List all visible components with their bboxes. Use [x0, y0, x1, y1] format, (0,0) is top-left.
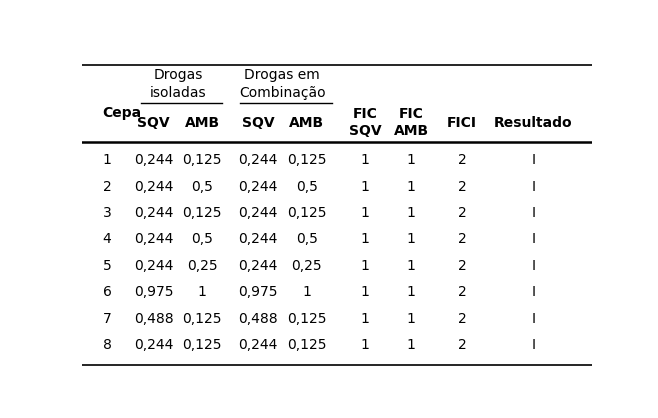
Text: SQV: SQV: [138, 116, 170, 130]
Text: 0,244: 0,244: [238, 232, 278, 247]
Text: I: I: [532, 180, 536, 194]
Text: I: I: [532, 338, 536, 352]
Text: Cepa: Cepa: [103, 106, 141, 120]
Text: 2: 2: [458, 311, 467, 326]
Text: I: I: [532, 311, 536, 326]
Text: 2: 2: [458, 180, 467, 194]
Text: 0,5: 0,5: [295, 180, 318, 194]
Text: 1: 1: [361, 153, 370, 167]
Text: 1: 1: [361, 285, 370, 299]
Text: 1: 1: [361, 206, 370, 220]
Text: 1: 1: [407, 206, 416, 220]
Text: 0,975: 0,975: [238, 285, 278, 299]
Text: 0,244: 0,244: [134, 338, 173, 352]
Text: 0,975: 0,975: [134, 285, 174, 299]
Text: 5: 5: [103, 259, 111, 273]
Text: AMB: AMB: [184, 116, 220, 130]
Text: 0,244: 0,244: [238, 180, 278, 194]
Text: 0,125: 0,125: [182, 311, 222, 326]
Text: FIC
SQV: FIC SQV: [349, 107, 382, 138]
Text: 1: 1: [407, 311, 416, 326]
Text: 1: 1: [197, 285, 207, 299]
Text: 0,125: 0,125: [182, 206, 222, 220]
Text: 7: 7: [103, 311, 111, 326]
Text: 6: 6: [103, 285, 111, 299]
Text: Drogas em
Combinação: Drogas em Combinação: [239, 68, 326, 99]
Text: 2: 2: [458, 232, 467, 247]
Text: 0,125: 0,125: [287, 206, 326, 220]
Text: 2: 2: [103, 180, 111, 194]
Text: I: I: [532, 206, 536, 220]
Text: 0,244: 0,244: [134, 153, 173, 167]
Text: 0,125: 0,125: [287, 153, 326, 167]
Text: 0,244: 0,244: [238, 153, 278, 167]
Text: 1: 1: [103, 153, 111, 167]
Text: 1: 1: [361, 232, 370, 247]
Text: 0,244: 0,244: [134, 206, 173, 220]
Text: I: I: [532, 285, 536, 299]
Text: I: I: [532, 232, 536, 247]
Text: 0,244: 0,244: [134, 259, 173, 273]
Text: I: I: [532, 153, 536, 167]
Text: Resultado: Resultado: [494, 116, 573, 130]
Text: 0,125: 0,125: [182, 153, 222, 167]
Text: 0,488: 0,488: [134, 311, 174, 326]
Text: 0,244: 0,244: [134, 180, 173, 194]
Text: 2: 2: [458, 285, 467, 299]
Text: 1: 1: [361, 338, 370, 352]
Text: 1: 1: [302, 285, 311, 299]
Text: 1: 1: [361, 259, 370, 273]
Text: 2: 2: [458, 259, 467, 273]
Text: 0,125: 0,125: [287, 338, 326, 352]
Text: 1: 1: [407, 338, 416, 352]
Text: 1: 1: [407, 259, 416, 273]
Text: 0,5: 0,5: [191, 232, 213, 247]
Text: 0,244: 0,244: [134, 232, 173, 247]
Text: FICI: FICI: [447, 116, 477, 130]
Text: 1: 1: [407, 180, 416, 194]
Text: 1: 1: [407, 153, 416, 167]
Text: 0,244: 0,244: [238, 259, 278, 273]
Text: 0,125: 0,125: [287, 311, 326, 326]
Text: 4: 4: [103, 232, 111, 247]
Text: 1: 1: [361, 311, 370, 326]
Text: 0,125: 0,125: [182, 338, 222, 352]
Text: 0,488: 0,488: [238, 311, 278, 326]
Text: FIC
AMB: FIC AMB: [393, 107, 429, 138]
Text: 0,5: 0,5: [191, 180, 213, 194]
Text: 0,5: 0,5: [295, 232, 318, 247]
Text: 0,244: 0,244: [238, 338, 278, 352]
Text: SQV: SQV: [242, 116, 274, 130]
Text: 2: 2: [458, 206, 467, 220]
Text: 1: 1: [361, 180, 370, 194]
Text: 3: 3: [103, 206, 111, 220]
Text: 1: 1: [407, 232, 416, 247]
Text: 8: 8: [103, 338, 111, 352]
Text: Drogas
isoladas: Drogas isoladas: [150, 68, 207, 99]
Text: I: I: [532, 259, 536, 273]
Text: AMB: AMB: [289, 116, 324, 130]
Text: 1: 1: [407, 285, 416, 299]
Text: 0,244: 0,244: [238, 206, 278, 220]
Text: 2: 2: [458, 338, 467, 352]
Text: 2: 2: [458, 153, 467, 167]
Text: 0,25: 0,25: [291, 259, 322, 273]
Text: 0,25: 0,25: [187, 259, 217, 273]
